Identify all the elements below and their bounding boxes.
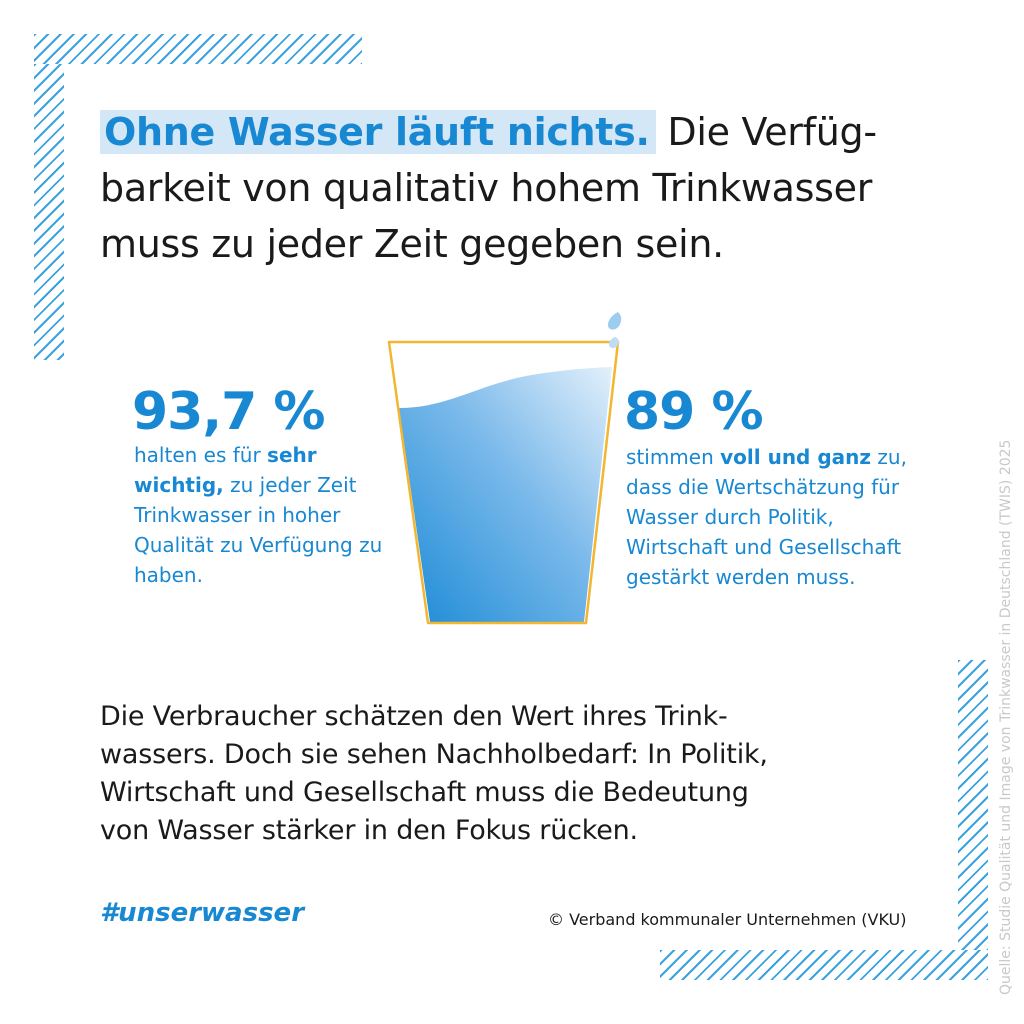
glass-outline	[387, 340, 620, 625]
body-line1: Die Verbraucher schätzen den Wert ihres …	[100, 701, 728, 732]
body-line4: von Wasser stärker in den Fokus rücken.	[100, 815, 638, 846]
stat-right-text-bold: voll und ganz	[720, 445, 872, 469]
water-fill	[399, 367, 612, 622]
decor-hatch-right	[958, 660, 988, 950]
body-text: Die Verbraucher schätzen den Wert ihres …	[100, 698, 930, 850]
headline-highlight: Ohne Wasser läuft nichts.	[100, 110, 656, 154]
body-line2: wassers. Doch sie sehen Nachholbedarf: I…	[100, 739, 768, 770]
stat-right-text: stimmen voll und ganz zu, dass die Werts…	[626, 442, 936, 592]
stat-left-text-after: zu jeder Zeit Trinkwasser in hoher Quali…	[134, 473, 383, 587]
stat-right-text-before: stimmen	[626, 445, 721, 469]
drinking-glass-icon	[387, 312, 622, 625]
decor-hatch-left	[34, 64, 64, 360]
stat-right-text-after: zu, dass die Wertschätzung für Wasser du…	[626, 445, 907, 589]
stat-right-value: 89 %	[624, 382, 764, 442]
headline: Ohne Wasser läuft nichts. Die Verfüg- ba…	[100, 104, 940, 272]
body-line3: Wirtschaft und Gesellschaft muss die Bed…	[100, 777, 749, 808]
water-drops-icon	[608, 312, 622, 349]
headline-line1-rest: Die Verfüg-	[667, 110, 877, 154]
stat-left-text: halten es für sehr wichtig, zu jeder Zei…	[134, 440, 394, 590]
stat-left-text-bold: sehr wichtig,	[134, 443, 317, 497]
decor-hatch-top	[34, 34, 362, 64]
stat-left-text-before: halten es für	[134, 443, 268, 467]
headline-line2: barkeit von qualitativ hohem Trinkwasser	[100, 166, 873, 210]
hashtag: #unserwasser	[100, 898, 305, 928]
headline-line3: muss zu jeder Zeit gegeben sein.	[100, 222, 724, 266]
source-note: Quelle: Studie Qualität und Image von Tr…	[998, 439, 1014, 995]
copyright-notice: © Verband kommunaler Unternehmen (VKU)	[548, 910, 907, 929]
stat-left-value: 93,7 %	[132, 382, 326, 442]
decor-hatch-bottom	[660, 950, 988, 980]
